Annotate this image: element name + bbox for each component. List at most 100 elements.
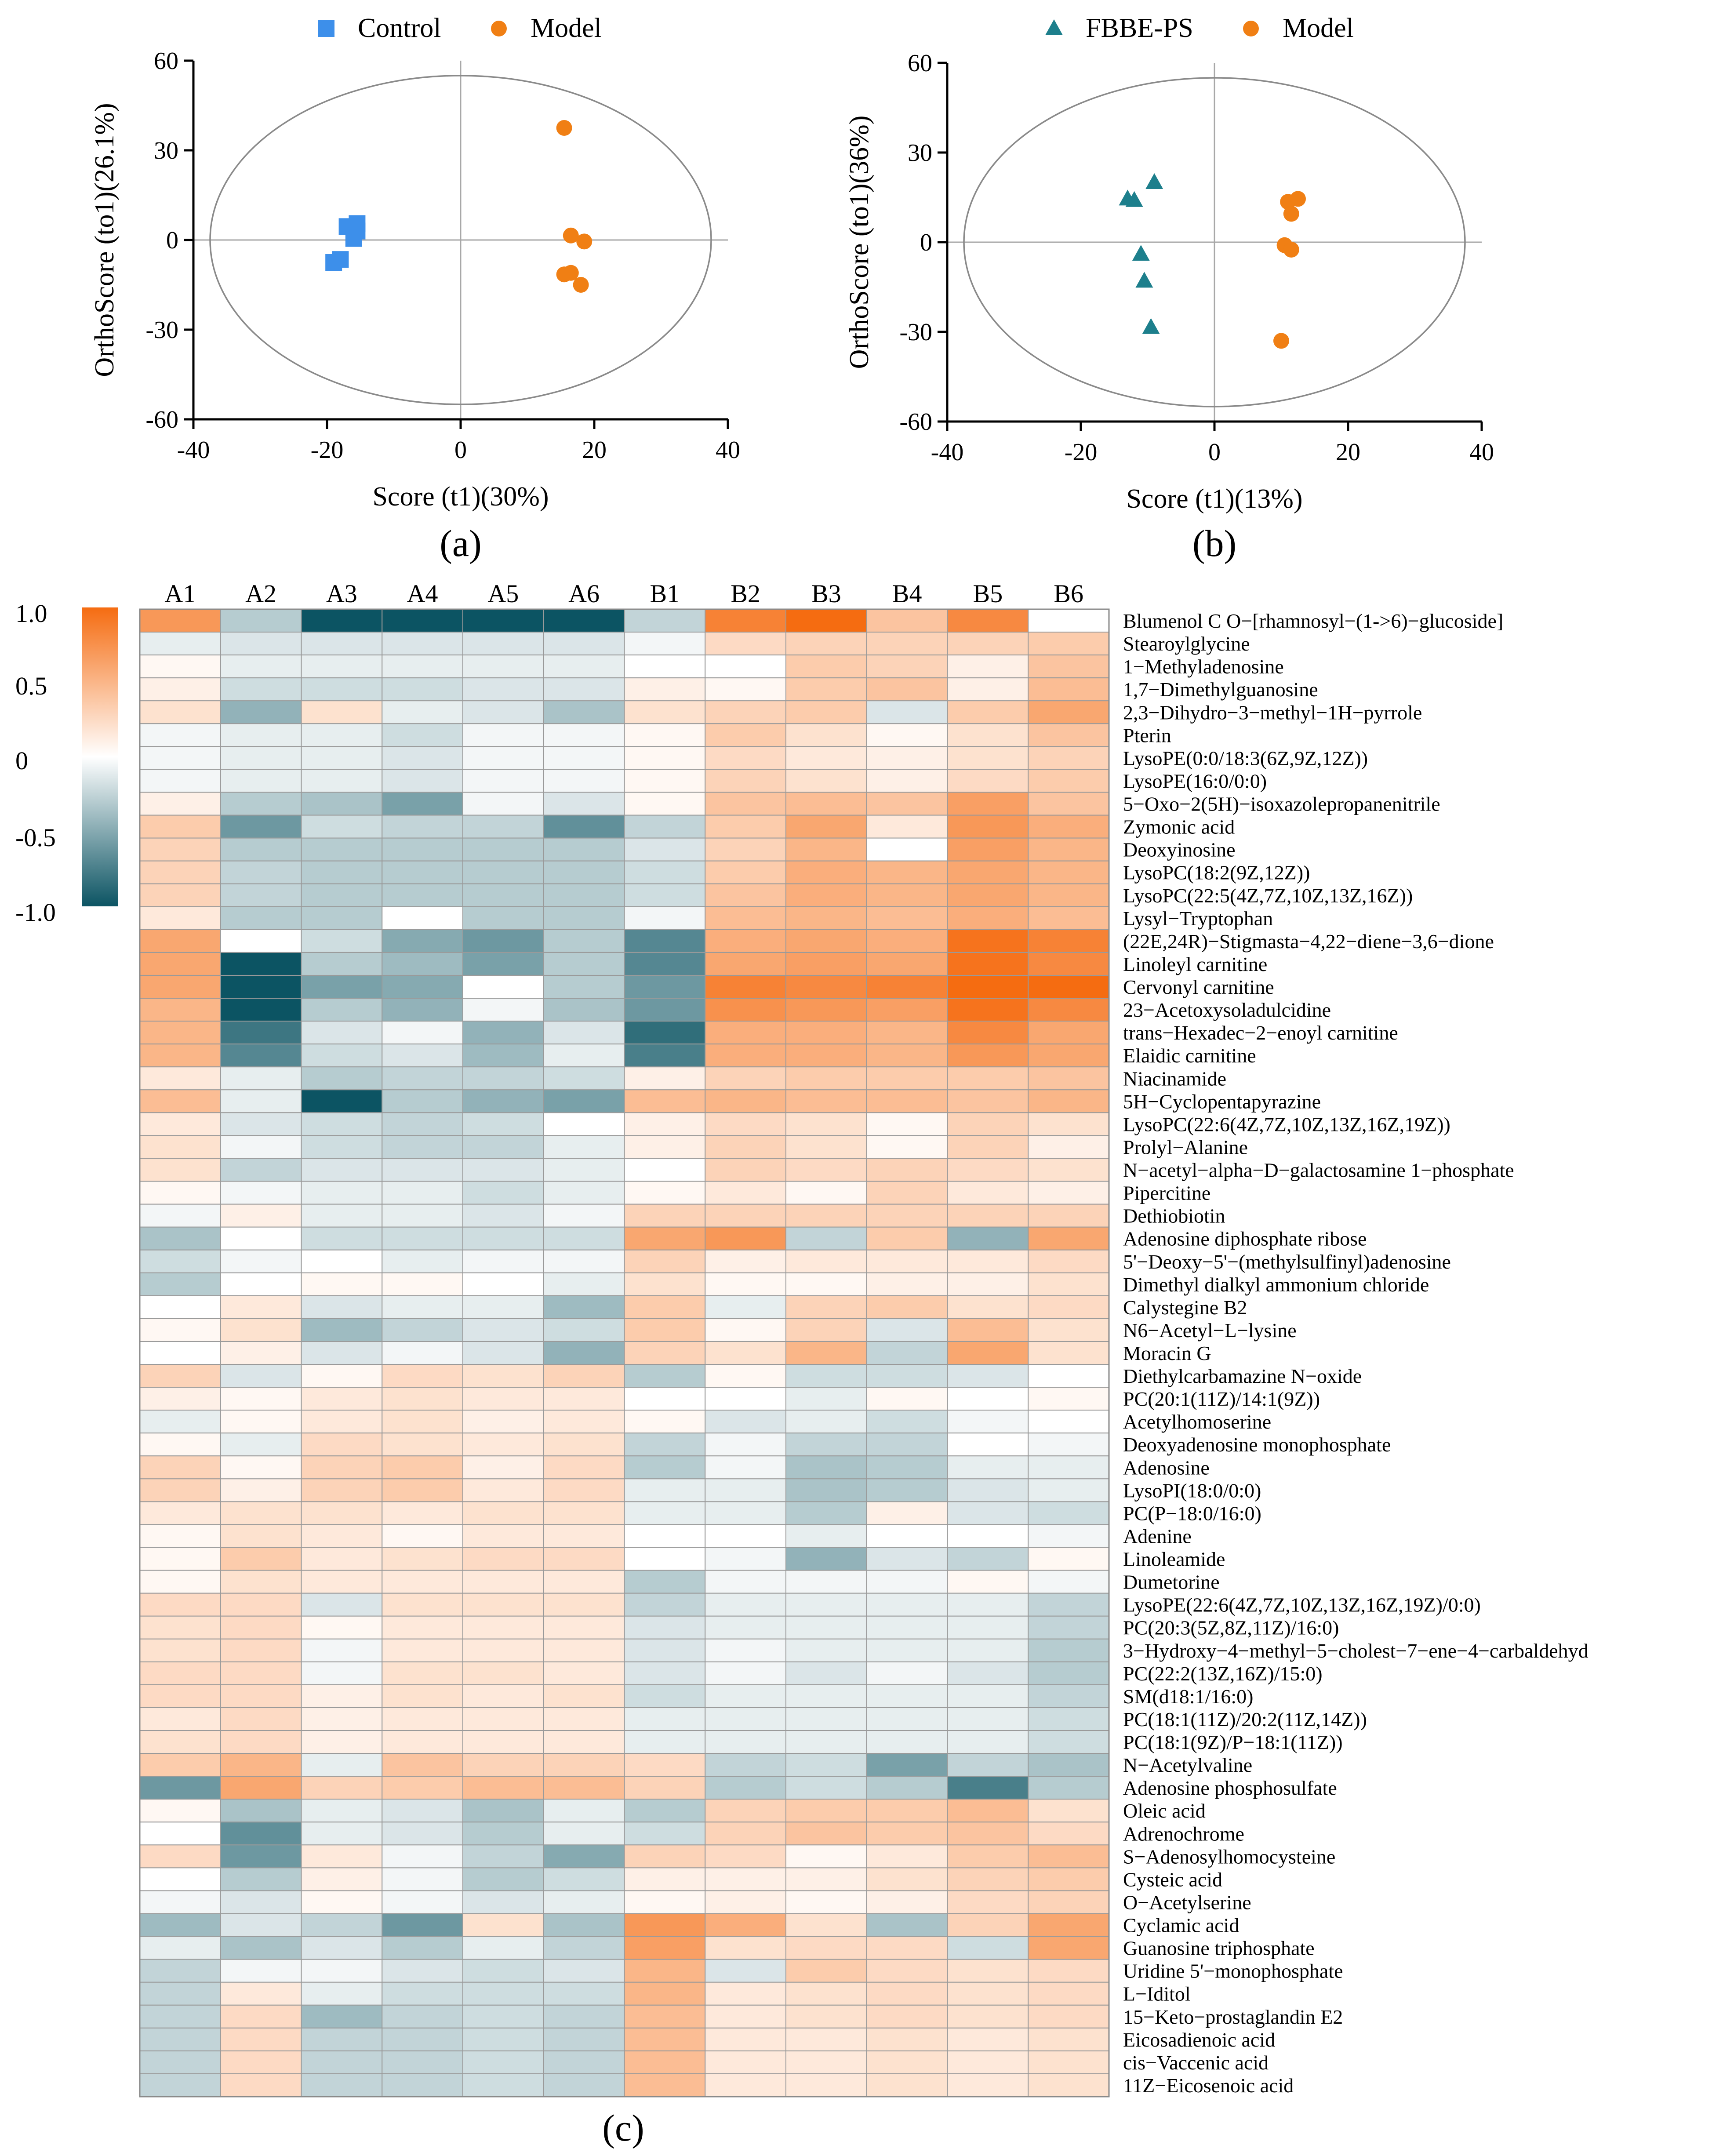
heatmap-cell (462, 1295, 544, 1319)
heatmap-cell (220, 1455, 302, 1480)
heatmap-cell (1028, 677, 1109, 702)
heatmap-cell (866, 1158, 948, 1182)
heatmap-cell (947, 1524, 1029, 1548)
heatmap-cell (866, 1478, 948, 1502)
heatmap-cell (462, 632, 544, 656)
heatmap-cell (301, 769, 383, 793)
heatmap-cell (543, 974, 625, 999)
colorbar-tick-label: 0.5 (15, 672, 47, 700)
heatmap-cell (705, 632, 786, 656)
heatmap-cell (139, 1158, 221, 1182)
heatmap-cell (382, 2027, 463, 2051)
heatmap-row-label: N6−Acetyl−L−lysine (1123, 1319, 1297, 1342)
heatmap-column-label: B6 (1054, 579, 1083, 608)
heatmap-cell (705, 1272, 786, 1296)
heatmap-cell (866, 1592, 948, 1617)
heatmap-row-label: PC(20:3(5Z,8Z,11Z)/16:0) (1123, 1617, 1339, 1639)
heatmap-row-label: L−Iditol (1123, 1983, 1191, 2005)
heatmap-cell (543, 1021, 625, 1045)
heatmap-column-label: B1 (650, 579, 680, 608)
heatmap-cell (543, 1272, 625, 1296)
heatmap-cell (382, 1432, 463, 1457)
heatmap-cell (301, 1615, 383, 1640)
heatmap-cell (139, 1089, 221, 1113)
heatmap-cell (220, 1981, 302, 2006)
heatmap-cell (139, 1844, 221, 1869)
heatmap-cell (866, 723, 948, 747)
heatmap-cell (866, 1455, 948, 1480)
heatmap-cell (624, 974, 706, 999)
heatmap-cell (301, 1776, 383, 1800)
heatmap-cell (382, 1272, 463, 1296)
heatmap-cell (705, 1570, 786, 1594)
heatmap-cell (139, 1959, 221, 1983)
heatmap-cell (301, 1936, 383, 1960)
heatmap-cell (139, 1387, 221, 1411)
heatmap-cell (705, 654, 786, 679)
heatmap-cell (866, 1135, 948, 1159)
y-tick-label: -30 (899, 319, 932, 346)
heatmap-cell (705, 1592, 786, 1617)
heatmap-cell (139, 632, 221, 656)
heatmap-cell (1028, 746, 1109, 770)
heatmap-cell (301, 654, 383, 679)
heatmap-cell (139, 1638, 221, 1662)
heatmap-cell (947, 1135, 1029, 1159)
heatmap-cell (220, 700, 302, 724)
heatmap-cell (624, 1501, 706, 1525)
heatmap-cell (785, 1684, 867, 1708)
heatmap-cell (624, 632, 706, 656)
heatmap-cell (785, 2004, 867, 2029)
heatmap-cell (705, 1753, 786, 1777)
y-axis-label: OrthoScore (to1)(26.1%) (90, 103, 120, 377)
heatmap-cell (543, 1501, 625, 1525)
heatmap-cell (866, 700, 948, 724)
heatmap-cell (624, 2073, 706, 2098)
y-tick-label: -60 (145, 406, 178, 433)
heatmap-cell (220, 1226, 302, 1251)
heatmap-cell (462, 1272, 544, 1296)
heatmap-cell (705, 998, 786, 1022)
heatmap-cell (301, 952, 383, 976)
heatmap-cell (543, 860, 625, 884)
heatmap-cell (139, 1364, 221, 1388)
heatmap-cell (705, 1776, 786, 1800)
heatmap-cell (139, 1592, 221, 1617)
heatmap-cell (139, 1753, 221, 1777)
heatmap-cell (1028, 654, 1109, 679)
heatmap-cell (1028, 2073, 1109, 2098)
heatmap-cell (785, 1936, 867, 1960)
heatmap-cell (866, 2004, 948, 2029)
heatmap-cell (382, 1364, 463, 1388)
heatmap-cell (301, 700, 383, 724)
heatmap-cell (624, 1570, 706, 1594)
data-point (1132, 245, 1150, 261)
heatmap-cell (785, 1867, 867, 1891)
heatmap-row-label: 1,7−Dimethylguanosine (1123, 678, 1318, 701)
heatmap-cell (947, 1684, 1029, 1708)
colorbar-tick-label: -0.5 (15, 823, 56, 852)
heatmap-cell (543, 883, 625, 907)
heatmap-cell (1028, 1455, 1109, 1480)
heatmap-cell (785, 1432, 867, 1457)
heatmap-cell (785, 814, 867, 839)
heatmap-cell (947, 1570, 1029, 1594)
heatmap-cell (220, 1249, 302, 1273)
heatmap-cell (382, 1799, 463, 1823)
heatmap-cell (947, 632, 1029, 656)
heatmap-cell (947, 1592, 1029, 1617)
heatmap-cell (624, 929, 706, 953)
heatmap-cell (705, 1089, 786, 1113)
panel-c-heatmap: A1 A2 A3 A4 A5 A6 B1 B2 B3 B4 B5 B6 Blumenol C O−[rh… (15, 579, 1589, 2149)
heatmap-row-label: Niacinamide (1123, 1067, 1226, 1090)
heatmap-cell (543, 1684, 625, 1708)
heatmap-cell (543, 1959, 625, 1983)
heatmap-cell (866, 1799, 948, 1823)
heatmap-cell (543, 769, 625, 793)
heatmap-cell (866, 1021, 948, 1045)
heatmap-cell (301, 609, 383, 633)
heatmap-row-label: Uridine 5'−monophosphate (1123, 1960, 1343, 1982)
heatmap-cell (624, 700, 706, 724)
heatmap-cell (705, 1501, 786, 1525)
heatmap-cell (301, 1547, 383, 1571)
